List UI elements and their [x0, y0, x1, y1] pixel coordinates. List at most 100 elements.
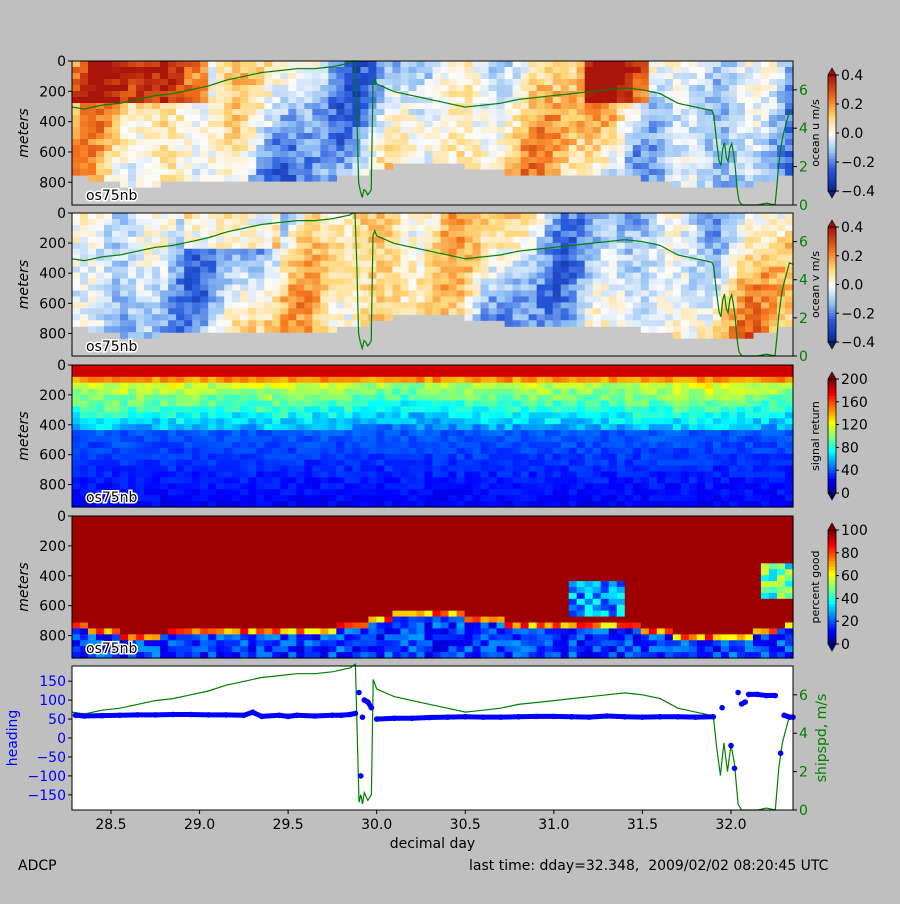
heatmap-cell: [208, 103, 217, 110]
heatmap-cell: [176, 406, 185, 413]
heatmap-cell: [777, 67, 786, 74]
heatmap-cell: [280, 273, 289, 280]
heatmap-cell: [320, 91, 329, 98]
heatmap-cell: [144, 412, 153, 419]
heatmap-cell: [312, 472, 321, 479]
heatmap-cell: [457, 73, 466, 80]
heatmap-cell: [320, 145, 329, 152]
heatmap-cell: [569, 73, 578, 80]
heatmap-cell: [264, 175, 273, 182]
heatmap-cell: [320, 365, 329, 372]
heatmap-cell: [160, 436, 169, 443]
heatmap-cell: [264, 383, 273, 390]
heatmap-cell: [416, 151, 425, 158]
heatmap-cell: [344, 460, 353, 467]
heatmap-cell: [336, 85, 345, 92]
heatmap-cell: [585, 308, 594, 315]
heatmap-cell: [184, 489, 193, 496]
heatmap-cell: [465, 73, 474, 80]
heatmap-cell: [136, 109, 145, 116]
heatmap-cell: [729, 103, 738, 110]
heatmap-cell: [168, 219, 177, 226]
heatmap-cell: [224, 302, 233, 309]
heatmap-cell: [232, 261, 241, 268]
heatmap-cell: [465, 85, 474, 92]
heatmap-cell: [384, 418, 393, 425]
heatmap-cell: [697, 290, 706, 297]
heatmap-cell: [144, 389, 153, 396]
heatmap-cell: [705, 133, 714, 140]
heatmap-cell: [441, 219, 450, 226]
heatmap-cell: [657, 285, 666, 292]
heatmap-cell: [673, 302, 682, 309]
heatmap-cell: [272, 495, 281, 502]
heatmap-cell: [785, 73, 794, 80]
heatmap-cell: [769, 91, 778, 98]
heatmap-cell: [312, 308, 321, 315]
heatmap-cell: [665, 279, 674, 286]
heatmap-cell: [176, 466, 185, 473]
heatmap-cell: [601, 127, 610, 134]
heatmap-cell: [360, 85, 369, 92]
heatmap-cell: [88, 261, 97, 268]
heatmap-cell: [753, 273, 762, 280]
heatmap-cell: [729, 163, 738, 170]
heatmap-cell: [761, 121, 770, 128]
heatmap-cell: [657, 61, 666, 68]
right-tick-label: 4: [799, 121, 808, 137]
heatmap-cell: [336, 91, 345, 98]
heatmap-cell: [184, 389, 193, 396]
heatmap-cell: [457, 477, 466, 484]
heatmap-cell: [673, 145, 682, 152]
heatmap-cell: [144, 169, 153, 176]
heatmap-cell: [184, 133, 193, 140]
heatmap-cell: [561, 169, 570, 176]
heatmap-cell: [673, 231, 682, 238]
heatmap-cell: [104, 285, 113, 292]
heatmap-cell: [144, 314, 153, 321]
heatmap-cell: [657, 121, 666, 128]
heatmap-cell: [152, 401, 161, 408]
heatmap-cell: [192, 219, 201, 226]
heatmap-cell: [224, 267, 233, 274]
heatmap-cell: [256, 85, 265, 92]
heatmap-cell: [376, 418, 385, 425]
heatmap-cell: [144, 103, 153, 110]
heatmap-cell: [416, 261, 425, 268]
heatmap-cell: [120, 261, 129, 268]
heatmap-cell: [280, 401, 289, 408]
heatmap-cell: [296, 61, 305, 68]
heatmap-cell: [433, 85, 442, 92]
heatmap-cell: [553, 296, 562, 303]
right-tick-label: 6: [799, 235, 808, 251]
heatmap-cell: [200, 121, 209, 128]
heatmap-cell: [513, 121, 522, 128]
heatmap-cell: [433, 454, 442, 461]
heatmap-cell: [136, 279, 145, 286]
heatmap-cell: [248, 418, 257, 425]
heatmap-cell: [168, 73, 177, 80]
heatmap-cell: [160, 483, 169, 490]
heatmap-cell: [344, 169, 353, 176]
heatmap-cell: [72, 401, 81, 408]
heatmap-cell: [136, 181, 145, 188]
heatmap-cell: [136, 169, 145, 176]
heatmap-cell: [481, 477, 490, 484]
heatmap-cell: [272, 91, 281, 98]
heatmap-cell: [352, 430, 361, 437]
heatmap-cell: [360, 103, 369, 110]
heatmap-cell: [256, 371, 265, 378]
heatmap-cell: [224, 243, 233, 250]
heatmap-cell: [264, 296, 273, 303]
heatmap-cell: [224, 109, 233, 116]
heatmap-cell: [88, 412, 97, 419]
heatmap-cell: [296, 489, 305, 496]
heatmap-cell: [713, 103, 722, 110]
heatmap-cell: [489, 383, 498, 390]
heatmap-cell: [705, 181, 714, 188]
heatmap-cell: [80, 377, 89, 384]
heatmap-cell: [136, 466, 145, 473]
heatmap-cell: [673, 314, 682, 321]
heatmap-cell: [433, 255, 442, 262]
heatmap-cell: [264, 430, 273, 437]
